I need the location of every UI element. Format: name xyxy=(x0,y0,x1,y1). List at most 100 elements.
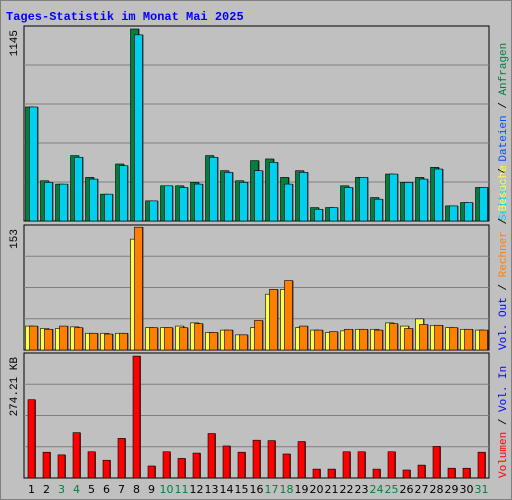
bar-rechner-day-18 xyxy=(284,280,293,351)
bar-volumen-day-21 xyxy=(327,468,336,479)
bar-rechner-day-29 xyxy=(449,327,458,351)
x-tick-label: 11 xyxy=(175,483,189,496)
x-tick-label: 10 xyxy=(160,483,174,496)
x-tick-label: 14 xyxy=(220,483,234,496)
x-tick-label: 7 xyxy=(118,483,125,496)
legend-separator: / xyxy=(498,162,510,182)
x-tick-label: 13 xyxy=(205,483,219,496)
bar-volumen-day-12 xyxy=(192,452,201,479)
bar-dateien-day-6 xyxy=(104,193,113,222)
bar-volumen-day-2 xyxy=(42,451,51,479)
legend-item: Dateien xyxy=(498,115,510,161)
x-tick-label: 4 xyxy=(73,483,80,496)
bar-rechner-day-15 xyxy=(239,334,248,351)
x-tick-label: 12 xyxy=(190,483,204,496)
bar-rechner-day-17 xyxy=(269,289,278,351)
bar-rechner-day-31 xyxy=(479,329,488,351)
bar-volumen-day-4 xyxy=(72,432,81,479)
bar-dateien-day-27 xyxy=(419,178,428,222)
bar-rechner-day-2 xyxy=(44,328,53,351)
legend-separator: / xyxy=(498,277,510,297)
x-tick-label: 6 xyxy=(103,483,110,496)
bar-rechner-day-16 xyxy=(254,320,263,351)
bar-rechner-day-3 xyxy=(59,325,68,351)
bar-volumen-day-10 xyxy=(162,451,171,479)
bar-volumen-day-18 xyxy=(282,453,291,479)
bar-dateien-day-28 xyxy=(434,168,443,222)
panel-top: 1145 xyxy=(9,25,490,222)
bar-dateien-day-4 xyxy=(74,156,83,222)
right-legend-1: Vol. Out / Rechner / Besuche xyxy=(498,165,510,350)
legend-item: Seiten xyxy=(498,181,510,221)
panel-middle: 153 xyxy=(9,224,490,351)
bar-volumen-day-11 xyxy=(177,458,186,479)
x-tick-label: 30 xyxy=(460,483,474,496)
bar-dateien-day-16 xyxy=(254,170,263,222)
bar-rechner-day-26 xyxy=(404,328,413,351)
legend-item: Anfragen xyxy=(498,43,510,96)
bar-volumen-day-31 xyxy=(477,451,486,479)
bar-dateien-day-19 xyxy=(299,172,308,222)
x-tick-label: 29 xyxy=(445,483,459,496)
x-tick-label: 21 xyxy=(325,483,339,496)
x-tick-label: 27 xyxy=(415,483,429,496)
bar-volumen-day-16 xyxy=(252,439,261,479)
bar-dateien-day-12 xyxy=(194,183,203,222)
bar-dateien-day-13 xyxy=(209,156,218,222)
chart-title: Tages-Statistik im Monat Mai 2025 xyxy=(6,10,244,24)
legend-separator: / xyxy=(498,96,510,116)
bar-rechner-day-4 xyxy=(74,327,83,351)
bar-dateien-day-7 xyxy=(119,165,128,222)
x-tick-label: 23 xyxy=(355,483,369,496)
bar-dateien-day-29 xyxy=(449,205,458,222)
bar-dateien-day-23 xyxy=(359,177,368,222)
bar-dateien-day-17 xyxy=(269,162,278,222)
bar-rechner-day-22 xyxy=(344,328,353,351)
legend-separator: / xyxy=(498,211,510,231)
bar-dateien-day-2 xyxy=(44,182,53,222)
legend-item: Rechner xyxy=(498,231,510,277)
bar-volumen-day-5 xyxy=(87,451,96,479)
bar-volumen-day-23 xyxy=(357,451,366,479)
bar-volumen-day-6 xyxy=(102,459,111,479)
x-tick-label: 19 xyxy=(295,483,309,496)
bar-dateien-day-20 xyxy=(314,208,323,222)
bar-volumen-day-22 xyxy=(342,451,351,479)
bar-volumen-day-29 xyxy=(447,467,456,479)
bar-volumen-day-7 xyxy=(117,438,126,479)
bar-dateien-day-3 xyxy=(59,183,68,222)
bar-rechner-day-5 xyxy=(89,332,98,351)
bar-dateien-day-26 xyxy=(404,182,413,222)
bar-rechner-day-7 xyxy=(119,332,128,351)
bar-rechner-day-30 xyxy=(464,328,473,351)
right-legend-0: Seiten / Dateien / Anfragen xyxy=(498,43,510,221)
bar-rechner-day-23 xyxy=(359,328,368,351)
bar-dateien-day-8 xyxy=(134,34,143,222)
x-tick-label: 24 xyxy=(370,483,384,496)
bar-volumen-day-25 xyxy=(387,451,396,479)
bar-volumen-day-13 xyxy=(207,433,216,479)
bar-rechner-day-8 xyxy=(134,226,143,351)
panel-bottom: 274.21 KB xyxy=(9,352,490,479)
bar-dateien-day-5 xyxy=(89,178,98,222)
bar-dateien-day-22 xyxy=(344,187,353,222)
bar-rechner-day-11 xyxy=(179,327,188,351)
bar-rechner-day-19 xyxy=(299,325,308,351)
bar-rechner-day-6 xyxy=(104,333,113,351)
bar-rechner-day-10 xyxy=(164,327,173,351)
legend-item: Vol. Out xyxy=(498,297,510,350)
bar-volumen-day-20 xyxy=(312,468,321,479)
bar-volumen-day-9 xyxy=(147,465,156,479)
y-max-label: 1145 xyxy=(9,30,21,56)
bar-dateien-day-11 xyxy=(179,187,188,222)
y-max-label: 274.21 KB xyxy=(9,357,21,417)
bar-dateien-day-21 xyxy=(329,207,338,222)
x-tick-label: 9 xyxy=(148,483,155,496)
bar-dateien-day-15 xyxy=(239,182,248,222)
legend-item: Besuche xyxy=(498,165,510,211)
bar-volumen-day-17 xyxy=(267,440,276,479)
bar-dateien-day-10 xyxy=(164,185,173,222)
bar-volumen-day-26 xyxy=(402,469,411,479)
